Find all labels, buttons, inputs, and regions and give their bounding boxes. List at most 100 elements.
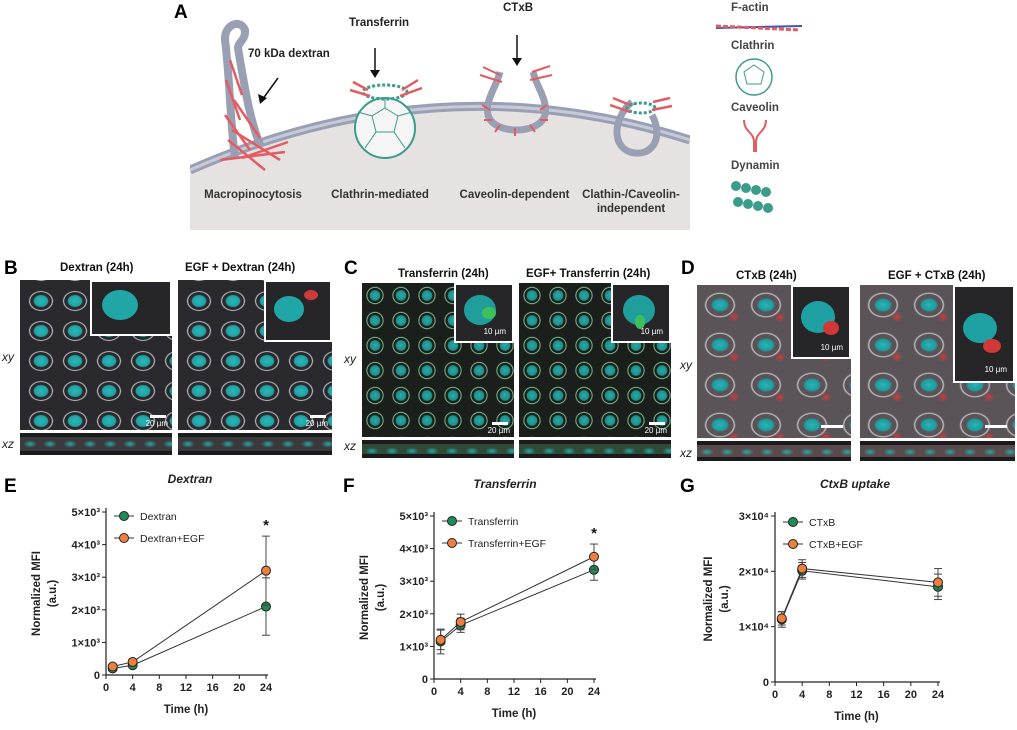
c-right-inset-scale: 10 µm <box>640 327 663 336</box>
g-data-point <box>776 613 787 624</box>
e-xtick-label: 16 <box>207 682 219 694</box>
f-ytick-label: 1×10³ <box>400 641 429 653</box>
d-right-inset-scale: 10 µm <box>984 365 1007 374</box>
e-legend-label: Dextran <box>140 511 177 523</box>
factin-icon <box>715 24 803 32</box>
e-legend-marker <box>119 533 129 543</box>
clathrin-icon <box>735 58 773 96</box>
cargo-dextran: 70 kDa dextran <box>248 48 330 60</box>
f-y-axis-label: Normalized MFI <box>359 555 371 640</box>
c-right-title: EGF+ Transferrin (24h) <box>526 268 651 280</box>
d-egf-ctxb-xy-image: 10 µm <box>860 285 1015 438</box>
legend-clathrin-label: Clathrin <box>731 40 775 52</box>
e-significance-mark: * <box>263 517 269 534</box>
c-left-title: Transferrin (24h) <box>398 268 489 280</box>
e-ytick-label: 0 <box>94 670 100 682</box>
d-right-inset <box>953 285 1015 383</box>
d-right-title: EGF + CTxB (24h) <box>888 270 986 282</box>
route-independent-line2: independent <box>596 203 666 215</box>
panel-label-a: A <box>174 2 188 23</box>
cargo-transferrin: Transferrin <box>349 17 410 29</box>
b-egf-dextran-xy-image: 20 µm <box>178 280 332 430</box>
dynamin-icon <box>731 181 773 213</box>
e-xtick-label: 4 <box>130 682 137 694</box>
legend-caveolin-label: Caveolin <box>731 102 779 114</box>
e-ytick-label: 5×10³ <box>72 507 101 519</box>
c-right-scale: 20 µm <box>644 426 667 435</box>
f-legend-label: Transferrin+EGF <box>468 538 546 550</box>
chart-g-ctxb: CtxB uptake 0 1×10⁴ 2×10⁴ 3×10⁴ 0 4 8 12 16 20 24 Ti… <box>703 477 945 723</box>
ctxb-arrowhead <box>512 58 522 66</box>
c-left-inset-scale: 10 µm <box>483 327 506 336</box>
b-left-title: Dextran (24h) <box>60 262 134 274</box>
b-right-xz-image <box>178 433 332 455</box>
g-xtick-label: 4 <box>799 689 806 701</box>
g-xtick-label: 16 <box>878 689 890 701</box>
b-right-inset <box>264 280 332 342</box>
g-xtick-label: 12 <box>850 689 862 701</box>
g-series-line <box>781 568 939 619</box>
f-data-point <box>589 551 599 562</box>
f-ytick-label: 5×10³ <box>400 511 429 523</box>
e-xtick-label: 20 <box>233 682 245 694</box>
g-legend-marker <box>788 517 798 527</box>
dextran-arrowhead <box>258 94 267 104</box>
e-series-line <box>112 570 267 668</box>
c-right-xz-image <box>519 440 671 458</box>
b-right-scale: 20 µm <box>305 419 328 428</box>
panel-label-b: B <box>4 258 18 279</box>
e-x-axis-label: Time (h) <box>164 704 209 716</box>
f-xtick-label: 24 <box>588 686 601 698</box>
g-xtick-label: 0 <box>772 689 778 701</box>
f-ytick-label: 2×10³ <box>400 609 429 621</box>
e-ytick-label: 2×10³ <box>72 605 101 617</box>
dynamin-ring-2 <box>625 101 657 115</box>
g-chart-title: CtxB uptake <box>820 477 890 491</box>
clathrin-lattice <box>357 98 413 149</box>
b-left-scale: 20 µm <box>145 419 168 428</box>
caveola <box>483 70 550 134</box>
route-clathrin: Clathrin-mediated <box>331 189 429 201</box>
g-xtick-label: 8 <box>826 689 832 701</box>
endocytosis-schematic <box>190 20 690 230</box>
b-xz-label: xz <box>2 437 14 451</box>
panel-label-e: E <box>4 476 17 497</box>
e-data-point <box>261 565 271 576</box>
g-y-axis-label-unit: (a.u.) <box>719 585 731 613</box>
b-left-inset <box>90 280 172 336</box>
transferrin-arrowhead <box>370 70 380 78</box>
actin-bundle <box>219 59 289 171</box>
independent-vesicle <box>613 99 661 157</box>
d-xz-label: xz <box>680 446 692 460</box>
f-ytick-label: 4×10³ <box>400 544 429 556</box>
route-independent-line1: Clathin-/Caveolin- <box>582 189 680 201</box>
legend-dynamin-label: Dynamin <box>731 160 780 172</box>
cytoplasm <box>190 106 690 230</box>
d-left-title: CTxB (24h) <box>736 270 797 282</box>
f-xtick-label: 0 <box>431 686 437 698</box>
panel-label-c: C <box>344 258 358 279</box>
c-xz-label: xz <box>344 439 356 453</box>
d-xy-label: xy <box>680 358 692 372</box>
f-data-point <box>455 616 466 627</box>
route-caveolin: Caveolin-dependent <box>459 189 570 201</box>
e-ytick-label: 1×10³ <box>72 637 101 649</box>
f-legend-marker <box>447 538 457 548</box>
caveolin-icon <box>743 119 767 152</box>
g-series-line <box>781 570 939 620</box>
g-data-point <box>933 577 943 588</box>
e-xtick-label: 0 <box>103 682 109 694</box>
f-series-line <box>440 569 595 642</box>
e-xtick-label: 8 <box>156 682 162 694</box>
f-x-axis-label: Time (h) <box>492 708 537 720</box>
f-xtick-label: 16 <box>535 686 547 698</box>
c-transferrin-xy-image: 10 µm 20 µm <box>362 283 514 437</box>
f-xtick-label: 20 <box>561 686 573 698</box>
dynamin-ring <box>361 83 409 101</box>
f-xtick-label: 4 <box>458 686 465 698</box>
b-xy-label: xy <box>2 350 14 364</box>
e-xtick-label: 12 <box>180 682 192 694</box>
e-chart-title: Dextran <box>168 472 213 486</box>
e-legend-label: Dextran+EGF <box>140 533 204 545</box>
c-left-xz-image <box>362 440 514 458</box>
